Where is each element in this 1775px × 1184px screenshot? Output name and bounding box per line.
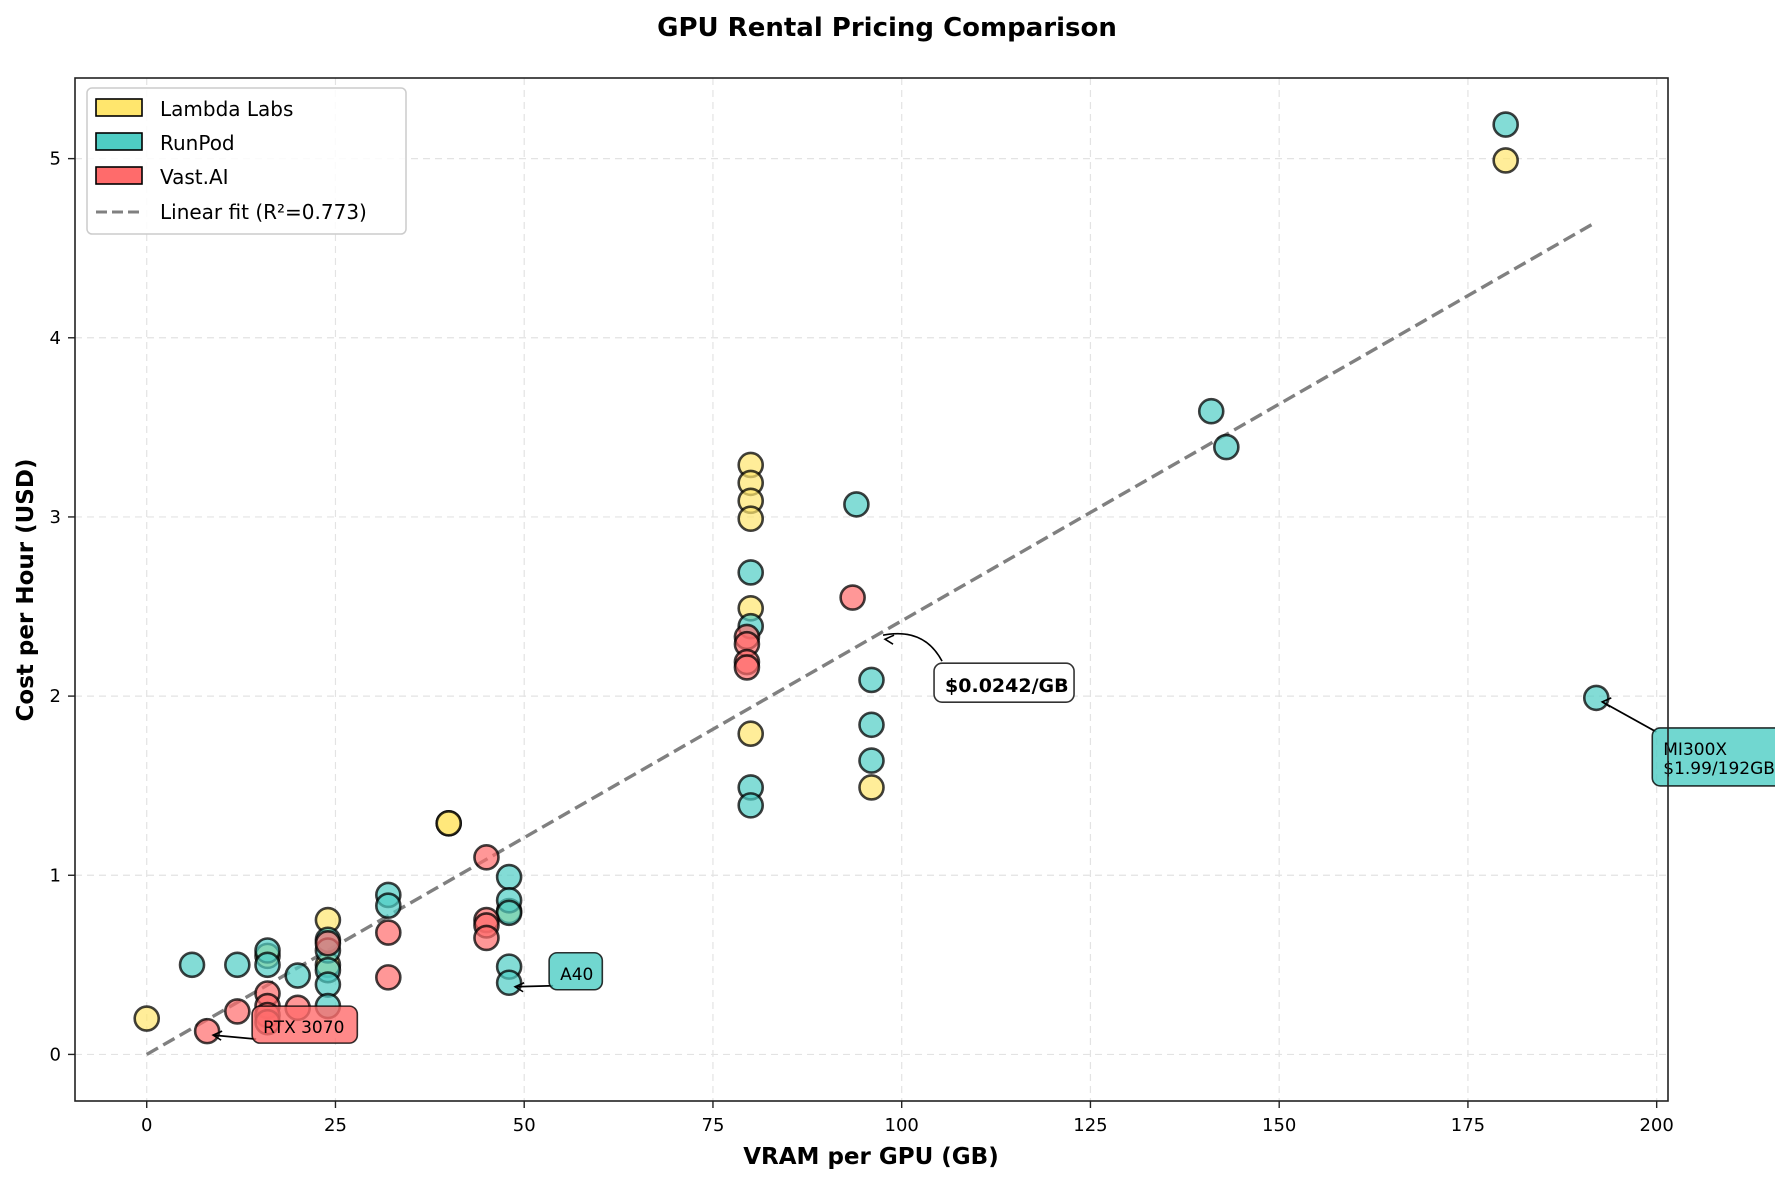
data-point-runpod xyxy=(1582,684,1610,712)
annotation-arrowhead xyxy=(1600,697,1612,708)
y-tick-label: 4 xyxy=(50,328,61,349)
annotation-arrow xyxy=(1601,701,1657,733)
annotation-label: MI300X xyxy=(1663,740,1727,760)
legend-swatch-vast-ai xyxy=(95,166,143,185)
x-tick-label: 150 xyxy=(1262,1115,1296,1136)
annotation-arrow xyxy=(213,1034,257,1041)
data-point-runpod xyxy=(495,899,523,927)
plot-frame xyxy=(74,77,1669,1102)
data-point-lambda-labs xyxy=(737,720,765,748)
y-tick-label: 1 xyxy=(50,865,61,886)
annotation-arrowhead xyxy=(513,982,525,993)
data-point-runpod xyxy=(375,892,402,920)
annotation-layer: RTX 3070 A40 $0.0242/GB MI300X$1.99/192GB xyxy=(211,632,1775,1044)
annotation-mi300x-1-99-192gb: MI300X$1.99/192GB xyxy=(1600,697,1775,787)
x-tick-label: 50 xyxy=(513,1115,536,1136)
legend-label-vast-ai: Vast.AI xyxy=(160,165,229,189)
annotation-rtx-3070: RTX 3070 xyxy=(211,1005,359,1044)
data-point-runpod xyxy=(843,491,870,518)
legend-label-lambda-labs: Lambda Labs xyxy=(160,97,293,121)
data-point-vast-ai xyxy=(473,924,500,952)
x-tick-label: 100 xyxy=(885,1115,919,1136)
data-point-runpod xyxy=(1213,433,1240,461)
data-point-vast-ai xyxy=(375,964,402,991)
y-tick-label: 0 xyxy=(50,1044,61,1065)
data-point-runpod xyxy=(254,951,281,979)
legend-swatch-lambda-labs xyxy=(95,98,143,117)
annotation-box xyxy=(933,662,1075,703)
data-point-vast-ai xyxy=(375,919,402,946)
data-point-runpod xyxy=(1492,111,1519,138)
y-tick-label: 3 xyxy=(50,507,61,528)
data-point-runpod xyxy=(858,711,885,739)
axis-ticks: 0 25 50 75 100 125 150 175 200 0 1 2 3 4 5 xyxy=(50,149,1674,1136)
y-tick-label: 2 xyxy=(50,686,61,707)
data-point-vast-ai xyxy=(473,844,500,871)
x-tick-label: 25 xyxy=(324,1115,347,1136)
legend: Lambda Labs RunPod Vast.AI Linear fit (R… xyxy=(86,87,407,235)
annotation-arrowhead xyxy=(883,634,895,645)
annotation-label: $1.99/192GB xyxy=(1663,759,1775,779)
y-tick-label: 5 xyxy=(50,149,61,170)
data-point-lambda-labs xyxy=(858,774,885,801)
data-point-runpod xyxy=(284,962,312,989)
data-point-runpod xyxy=(495,969,523,997)
data-point-runpod xyxy=(737,559,765,586)
data-point-vast-ai xyxy=(193,1017,221,1045)
points-layer xyxy=(133,111,1610,1045)
legend-swatch-runpod xyxy=(95,132,143,151)
x-tick-label: 125 xyxy=(1073,1115,1107,1136)
data-point-runpod xyxy=(737,792,765,819)
data-point-runpod xyxy=(224,951,251,979)
annotation-arrow xyxy=(515,984,554,988)
legend-label-runpod: RunPod xyxy=(160,131,235,155)
data-point-vast-ai xyxy=(733,654,761,681)
data-point-runpod xyxy=(1197,397,1225,425)
annotation-label: A40 xyxy=(560,965,593,985)
annotation-label: $0.0242/GB xyxy=(945,675,1069,697)
chart-title: GPU Rental Pricing Comparison xyxy=(657,13,1117,43)
x-tick-label: 200 xyxy=(1639,1115,1673,1136)
annotation-0-0242-gb: $0.0242/GB xyxy=(882,632,1075,703)
annotation-label: RTX 3070 xyxy=(263,1018,344,1038)
data-point-vast-ai xyxy=(314,930,342,957)
x-tick-label: 175 xyxy=(1451,1115,1485,1136)
x-tick-label: 0 xyxy=(141,1115,152,1136)
annotation-arrow xyxy=(882,632,943,662)
data-point-runpod xyxy=(858,747,885,774)
data-point-vast-ai xyxy=(224,998,251,1025)
annotation-box xyxy=(1651,727,1775,787)
annotation-box xyxy=(251,1005,359,1044)
data-point-runpod xyxy=(495,863,523,891)
data-point-lambda-labs xyxy=(435,810,463,837)
data-point-lambda-labs xyxy=(133,1005,161,1032)
x-tick-label: 75 xyxy=(702,1115,725,1136)
legend-box xyxy=(86,87,407,235)
data-point-runpod xyxy=(178,951,206,979)
data-point-lambda-labs xyxy=(1492,147,1519,174)
x-axis-label: VRAM per GPU (GB) xyxy=(743,1144,998,1170)
y-axis-label: Cost per Hour (USD) xyxy=(13,459,39,722)
legend-label-linear-fit: Linear fit (R²=0.773) xyxy=(160,200,367,224)
data-point-lambda-labs xyxy=(737,505,765,533)
data-point-runpod xyxy=(858,666,885,694)
data-point-vast-ai xyxy=(839,584,866,611)
annotation-arrowhead xyxy=(211,1030,223,1041)
annotation-box xyxy=(548,951,604,991)
annotation-a40: A40 xyxy=(513,951,604,993)
